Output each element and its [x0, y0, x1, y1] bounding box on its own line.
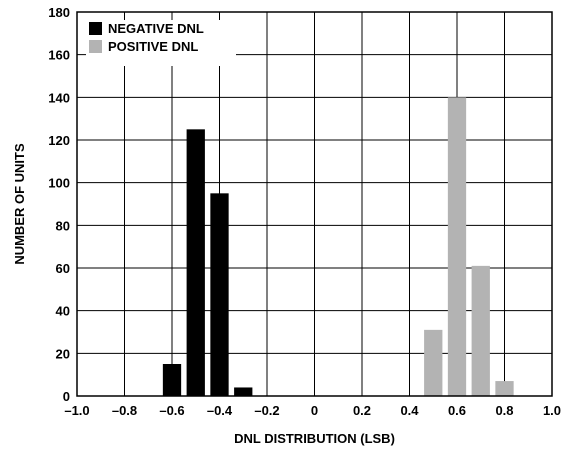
x-axis-title: DNL DISTRIBUTION (LSB) [234, 431, 395, 446]
bar-negative-dnl [234, 387, 253, 396]
y-tick-label: 40 [56, 304, 70, 319]
y-tick-label: 140 [48, 90, 70, 105]
legend-swatch-positive-dnl [89, 40, 102, 53]
x-tick-label: 0.6 [448, 403, 466, 418]
bar-negative-dnl [186, 129, 205, 397]
x-tick-label: –1.0 [64, 403, 89, 418]
x-tick-label: 0.2 [353, 403, 371, 418]
x-tick-label: 0 [311, 403, 318, 418]
bar-negative-dnl [162, 364, 182, 396]
bar-positive-dnl [424, 329, 443, 396]
x-tick-labels: –1.0 –0.8 –0.6 –0.4 –0.2 0 0.2 0.4 0.6 0.8 1.0 [64, 403, 561, 418]
y-tick-label: 100 [48, 176, 70, 191]
bar-positive-dnl [495, 381, 514, 396]
legend-label-positive-dnl: POSITIVE DNL [108, 39, 198, 54]
bar-positive-dnl [471, 265, 490, 396]
y-tick-labels: 0 20 40 60 80 100 120 140 160 180 [48, 5, 70, 404]
bar-negative-dnl [210, 193, 229, 396]
legend: NEGATIVE DNL POSITIVE DNL [86, 20, 236, 66]
x-tick-label: 0.4 [400, 403, 419, 418]
y-tick-label: 180 [48, 5, 70, 20]
y-tick-label: 20 [56, 346, 70, 361]
y-tick-label: 160 [48, 48, 70, 63]
x-tick-label: 0.8 [495, 403, 513, 418]
y-tick-label: 0 [63, 389, 70, 404]
legend-background [86, 20, 236, 66]
plot-frame [76, 11, 553, 397]
y-tick-label: 120 [48, 133, 70, 148]
grid-lines [77, 12, 552, 396]
legend-label-negative-dnl: NEGATIVE DNL [108, 21, 204, 36]
bars [162, 97, 514, 397]
bar-positive-dnl [447, 97, 467, 396]
x-tick-label: 1.0 [543, 403, 561, 418]
legend-swatch-negative-dnl [89, 22, 102, 35]
x-tick-label: –0.6 [159, 403, 184, 418]
x-tick-label: –0.4 [207, 403, 233, 418]
x-tick-label: –0.2 [254, 403, 279, 418]
y-tick-label: 60 [56, 261, 70, 276]
x-tick-label: –0.8 [112, 403, 137, 418]
y-tick-label: 80 [56, 218, 70, 233]
y-axis-title: NUMBER OF UNITS [12, 143, 27, 265]
